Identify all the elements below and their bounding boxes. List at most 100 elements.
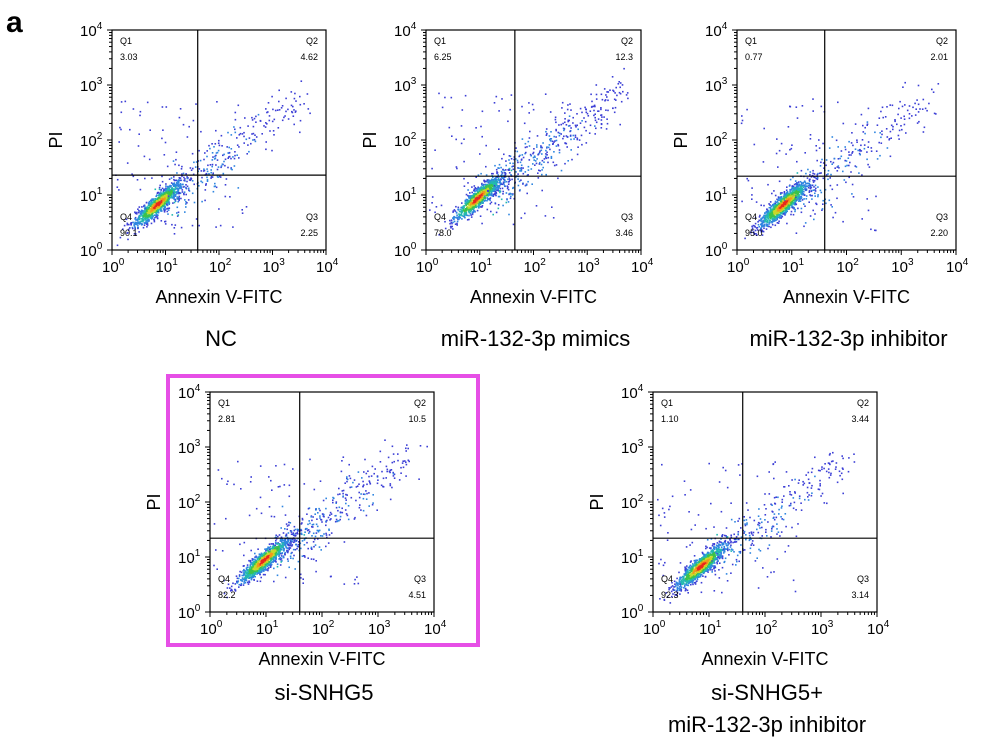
- event-dot: [495, 192, 497, 194]
- event-dot: [789, 195, 792, 197]
- event-dot: [177, 179, 180, 181]
- event-dot: [284, 545, 287, 547]
- event-dot: [247, 144, 249, 146]
- event-dot: [579, 107, 582, 110]
- event-dot: [557, 144, 560, 147]
- event-dot: [550, 155, 553, 158]
- event-dot: [241, 212, 244, 214]
- x-axis-title: Annexin V-FITC: [470, 287, 597, 307]
- event-dot: [791, 203, 794, 205]
- event-dot: [597, 118, 600, 120]
- event-dot: [833, 157, 836, 160]
- event-dot: [794, 210, 796, 213]
- y-tick-label: 100: [394, 241, 417, 260]
- event-dot: [147, 217, 150, 219]
- event-dot: [325, 520, 327, 523]
- event-dot: [809, 173, 811, 176]
- event-dot: [809, 185, 812, 187]
- event-dot: [463, 209, 466, 212]
- event-dot: [773, 207, 775, 209]
- event-dot: [607, 99, 609, 102]
- event-dot: [540, 163, 543, 166]
- event-dot: [136, 221, 138, 224]
- event-dot: [874, 229, 876, 232]
- event-dot: [539, 161, 541, 164]
- event-dot: [500, 170, 503, 173]
- event-dot: [762, 220, 765, 223]
- event-dot: [766, 216, 768, 218]
- event-dot: [281, 505, 284, 508]
- event-dot: [866, 123, 869, 125]
- event-dot: [144, 205, 146, 208]
- event-dot: [535, 162, 538, 165]
- event-dot: [779, 208, 782, 211]
- event-dot: [473, 203, 475, 205]
- event-dot: [867, 163, 869, 166]
- event-dot: [568, 119, 570, 122]
- event-dot: [157, 207, 159, 209]
- event-dot: [772, 209, 774, 211]
- event-dot: [155, 210, 157, 212]
- event-dot: [158, 203, 161, 205]
- event-dot: [264, 573, 266, 576]
- event-dot: [470, 205, 473, 207]
- event-dot: [759, 229, 762, 232]
- event-dot: [812, 98, 814, 100]
- event-dot: [267, 102, 270, 104]
- event-dot: [589, 124, 592, 127]
- event-dot: [270, 561, 273, 564]
- event-dot: [812, 179, 814, 182]
- event-dot: [784, 212, 787, 215]
- event-dot: [141, 206, 143, 208]
- event-dot: [306, 93, 309, 95]
- event-dot: [468, 210, 470, 213]
- event-dot: [842, 122, 845, 125]
- event-dot: [145, 217, 147, 219]
- event-dot: [504, 173, 507, 176]
- event-dot: [746, 177, 748, 180]
- event-dot: [825, 164, 827, 167]
- event-dot: [181, 191, 184, 193]
- event-dot: [816, 173, 819, 176]
- event-dot: [230, 167, 232, 169]
- event-dot: [254, 556, 256, 558]
- event-dot: [519, 161, 522, 164]
- event-dot: [800, 185, 803, 188]
- event-dot: [291, 544, 294, 546]
- event-dot: [142, 210, 144, 213]
- event-dot: [783, 207, 785, 209]
- event-dot: [769, 216, 771, 219]
- event-dot: [165, 197, 168, 199]
- event-dot: [617, 83, 620, 85]
- event-dot: [796, 117, 799, 119]
- event-dot: [475, 194, 477, 196]
- event-dot: [290, 91, 293, 93]
- event-dot: [538, 153, 540, 155]
- event-dot: [245, 138, 248, 141]
- event-dot: [760, 204, 762, 207]
- event-dot: [327, 542, 330, 544]
- event-dot: [485, 191, 488, 194]
- event-dot: [858, 152, 861, 155]
- event-dot: [450, 219, 453, 221]
- event-dot: [919, 108, 921, 110]
- event-dot: [223, 160, 225, 163]
- event-dot: [140, 218, 142, 220]
- event-dot: [491, 172, 493, 175]
- event-dot: [491, 183, 494, 185]
- event-dot: [543, 161, 545, 163]
- event-dot: [781, 202, 784, 204]
- event-dot: [166, 208, 168, 210]
- event-dot: [480, 197, 483, 199]
- event-dot: [151, 214, 154, 217]
- event-dot: [797, 192, 800, 195]
- event-dot: [527, 140, 530, 143]
- event-dot: [137, 227, 139, 230]
- event-dot: [817, 186, 819, 188]
- event-dot: [184, 211, 186, 213]
- event-dot: [778, 202, 781, 205]
- event-dot: [772, 217, 774, 220]
- event-dot: [210, 176, 213, 178]
- event-dot: [797, 181, 800, 183]
- event-dot: [820, 161, 822, 164]
